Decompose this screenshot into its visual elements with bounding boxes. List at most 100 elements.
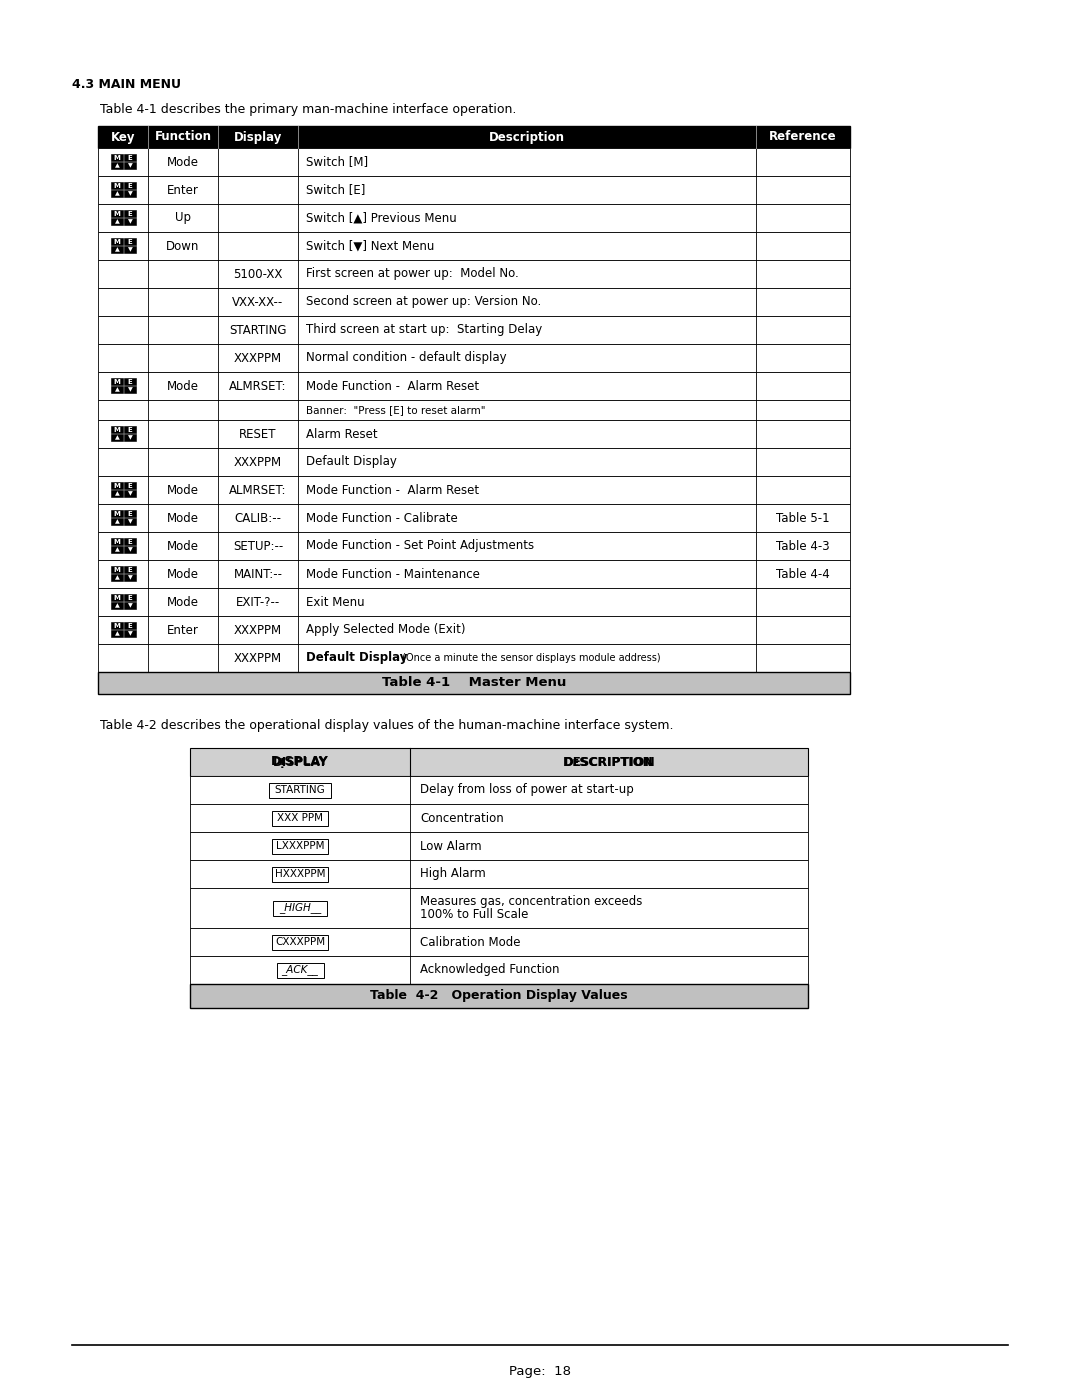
Text: M: M xyxy=(113,623,121,629)
Text: ▼: ▼ xyxy=(127,387,133,393)
Text: XXX PPM: XXX PPM xyxy=(276,813,323,823)
Text: Table 5-1: Table 5-1 xyxy=(777,511,829,524)
Text: E: E xyxy=(127,183,133,189)
Text: STARTING: STARTING xyxy=(229,324,287,337)
Bar xyxy=(98,232,850,260)
Text: MAINT:--: MAINT:-- xyxy=(233,567,283,581)
Text: Mode: Mode xyxy=(167,155,199,169)
Text: CALIB:--: CALIB:-- xyxy=(234,511,282,524)
Bar xyxy=(98,288,850,316)
Bar xyxy=(124,379,136,386)
Text: ALMRSET:: ALMRSET: xyxy=(229,483,287,496)
Bar xyxy=(124,434,136,441)
Text: ▲: ▲ xyxy=(114,191,120,196)
Text: M: M xyxy=(113,379,121,384)
Bar xyxy=(124,162,136,169)
Bar xyxy=(111,246,123,253)
Text: ▼: ▼ xyxy=(127,247,133,251)
Text: First screen at power up:  Model No.: First screen at power up: Model No. xyxy=(306,267,518,281)
Text: E: E xyxy=(127,595,133,601)
Text: Mode: Mode xyxy=(167,567,199,581)
Text: Mode Function - Maintenance: Mode Function - Maintenance xyxy=(306,567,480,581)
Bar xyxy=(124,490,136,497)
Text: E: E xyxy=(127,211,133,217)
Text: Delay from loss of power at start-up: Delay from loss of power at start-up xyxy=(420,784,634,796)
Text: ▼: ▼ xyxy=(127,548,133,552)
Text: CXXXPPM: CXXXPPM xyxy=(275,937,325,947)
Text: Mode Function -  Alarm Reset: Mode Function - Alarm Reset xyxy=(306,380,480,393)
Bar xyxy=(111,162,123,169)
Text: Display: Display xyxy=(233,130,282,144)
Text: 4.3 MAIN MENU: 4.3 MAIN MENU xyxy=(72,78,181,91)
Text: LXXXPPM: LXXXPPM xyxy=(275,841,324,851)
Bar xyxy=(98,448,850,476)
Bar xyxy=(111,518,123,525)
Text: Table 4-4: Table 4-4 xyxy=(777,567,829,581)
Bar xyxy=(111,602,123,609)
Text: E: E xyxy=(127,239,133,244)
Bar xyxy=(124,237,136,244)
Text: Function: Function xyxy=(154,130,212,144)
Bar xyxy=(111,622,123,629)
Text: Reference: Reference xyxy=(769,130,837,144)
Bar xyxy=(111,630,123,637)
Bar xyxy=(111,218,123,225)
Text: Mode Function -  Alarm Reset: Mode Function - Alarm Reset xyxy=(306,483,480,496)
Bar xyxy=(98,400,850,420)
Text: Switch [E]: Switch [E] xyxy=(306,183,365,197)
Bar xyxy=(111,510,123,517)
Text: Enter: Enter xyxy=(167,183,199,197)
Bar xyxy=(190,928,808,956)
Text: Third screen at start up:  Starting Delay: Third screen at start up: Starting Delay xyxy=(306,324,542,337)
Text: Concentration: Concentration xyxy=(420,812,503,824)
Text: DᴇSCRIPTION: DᴇSCRIPTION xyxy=(563,756,656,768)
Bar xyxy=(98,126,850,148)
Bar xyxy=(111,574,123,581)
Bar xyxy=(124,182,136,189)
Bar xyxy=(124,218,136,225)
Text: M: M xyxy=(113,538,121,545)
Bar xyxy=(272,838,328,854)
Bar xyxy=(98,148,850,176)
Bar xyxy=(98,372,850,400)
Text: Table  4-2   Operation Display Values: Table 4-2 Operation Display Values xyxy=(370,989,627,1003)
Text: Page:  18: Page: 18 xyxy=(509,1365,571,1377)
Text: Table 4-1 describes the primary man-machine interface operation.: Table 4-1 describes the primary man-mach… xyxy=(100,103,516,116)
Text: E: E xyxy=(127,538,133,545)
Text: VXX-XX--: VXX-XX-- xyxy=(232,296,284,309)
Text: ▲: ▲ xyxy=(114,490,120,496)
Bar xyxy=(111,482,123,489)
Text: DESCRIPTION: DESCRIPTION xyxy=(564,756,653,768)
Bar xyxy=(98,204,850,232)
Text: ALMRSET:: ALMRSET: xyxy=(229,380,287,393)
Bar xyxy=(98,560,850,588)
Bar xyxy=(124,602,136,609)
Text: DISPLAY: DISPLAY xyxy=(272,756,327,768)
Text: ▼: ▼ xyxy=(127,604,133,608)
Text: ▼: ▼ xyxy=(127,520,133,524)
Text: ▲: ▲ xyxy=(114,434,120,440)
Text: ▼: ▼ xyxy=(127,219,133,224)
Bar xyxy=(111,379,123,386)
Text: Measures gas, concentration exceeds: Measures gas, concentration exceeds xyxy=(420,895,643,908)
Bar xyxy=(190,956,808,983)
Bar xyxy=(98,344,850,372)
Bar xyxy=(111,190,123,197)
Text: Default Display: Default Display xyxy=(306,651,407,665)
Bar xyxy=(272,810,328,826)
Text: _HIGH__: _HIGH__ xyxy=(279,902,321,914)
Bar xyxy=(124,594,136,601)
Bar xyxy=(111,426,123,433)
Text: ▼: ▼ xyxy=(127,434,133,440)
Bar xyxy=(98,476,850,504)
Text: M: M xyxy=(113,595,121,601)
Text: Mode: Mode xyxy=(167,595,199,609)
Text: SETUP:--: SETUP:-- xyxy=(233,539,283,552)
Text: ▲: ▲ xyxy=(114,548,120,552)
Bar xyxy=(124,538,136,545)
Bar xyxy=(273,901,327,915)
Bar xyxy=(272,935,328,950)
Text: XXXPPM: XXXPPM xyxy=(234,651,282,665)
Text: HXXXPPM: HXXXPPM xyxy=(274,869,325,879)
Text: Second screen at power up: Version No.: Second screen at power up: Version No. xyxy=(306,296,541,309)
